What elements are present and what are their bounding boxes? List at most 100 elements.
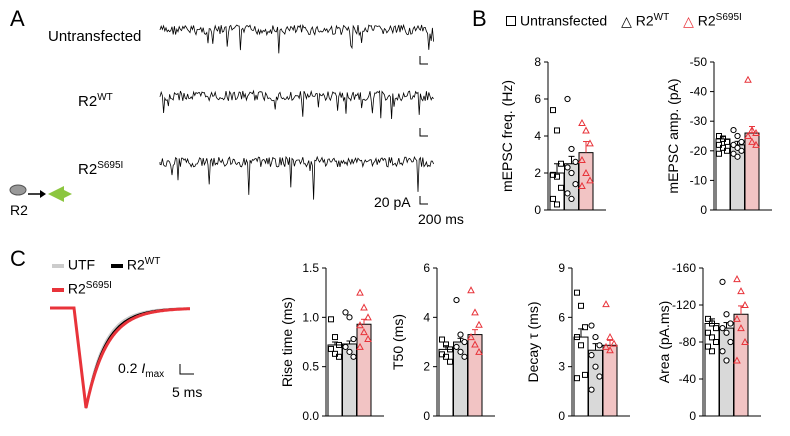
chart-3-point xyxy=(439,336,445,343)
chart-0-ytick-label: 8 xyxy=(534,55,541,69)
chart-1: 0 -10 -20 -30 -40 -50 mEPSC amp. (pA) xyxy=(665,55,772,217)
chart-1-point xyxy=(748,137,756,145)
chart-3-point xyxy=(443,341,449,348)
legend-r2wt-base: R2 xyxy=(635,12,654,29)
chart-5-ytick-label: 0 xyxy=(689,409,696,423)
chart-5-ylabel: Area (pA.ms) xyxy=(656,301,672,383)
chart-3-point xyxy=(443,353,449,360)
trace-scale-amp-value: 0.2 xyxy=(118,360,142,376)
chart-5-ytick-label: -120 xyxy=(672,298,696,312)
chart-1-point xyxy=(734,144,741,151)
chart-2-bar-0 xyxy=(327,344,343,417)
chart-1-point xyxy=(752,128,760,137)
chart-5-point xyxy=(741,300,749,308)
chart-1-point xyxy=(744,75,752,83)
chart-1-ylabel: mEPSC amp. (pA) xyxy=(665,78,681,193)
chart-5-point xyxy=(709,334,715,341)
chart-0-point xyxy=(568,169,575,177)
chart-1-ytick-label: -10 xyxy=(690,173,708,187)
chart-5-bar-0 xyxy=(704,323,720,417)
chart-2-point xyxy=(356,342,364,350)
chart-5-point xyxy=(723,311,730,318)
trace-row-0 xyxy=(159,23,434,54)
chart-4: 0 3 6 9 Decay τ (ms) xyxy=(525,261,630,423)
panel-c-label: C xyxy=(10,246,26,271)
chart-5-point xyxy=(737,324,745,332)
panel-c-scale-bar xyxy=(179,364,194,375)
chart-5-bar-2 xyxy=(733,313,749,417)
chart-0-point xyxy=(564,190,571,197)
chart-5-point xyxy=(737,287,745,295)
chart-5-point xyxy=(719,325,726,332)
chart-2-point xyxy=(360,303,368,311)
chart-3-point xyxy=(453,296,460,304)
chart-4-ylabel: Decay τ (ms) xyxy=(525,302,541,383)
chart-5: 0 -40 -80 -120 -160 Area (pA.ms) xyxy=(656,261,761,423)
chart-4-point xyxy=(574,334,580,341)
chart-3-point xyxy=(475,320,483,328)
chart-0-ytick-label: 2 xyxy=(534,166,541,180)
chart-5-point xyxy=(733,275,741,283)
trace-row-2 xyxy=(159,155,434,200)
chart-4-bar-2 xyxy=(602,344,618,417)
chart-2-ytick-label: 1.5 xyxy=(302,261,319,275)
panel-b-label: B xyxy=(472,6,487,31)
legend-square-icon xyxy=(506,15,516,26)
legend-triangle-red-icon: △ xyxy=(683,12,694,29)
chart-1-point xyxy=(752,140,760,148)
chart-3-point xyxy=(461,338,468,346)
legend-triangle-black-icon: △ xyxy=(621,12,632,29)
chart-3: 0 2 4 6 T50 (ms) xyxy=(390,261,495,423)
chart-5-point xyxy=(727,320,734,327)
chart-2-point xyxy=(350,353,357,360)
trace-scale-amp: 0.2 Imax xyxy=(118,360,164,380)
chart-2-point xyxy=(346,314,353,321)
schematic-neuron-icon xyxy=(9,184,72,202)
chart-1-ytick-label: -30 xyxy=(690,114,708,128)
chart-2-point xyxy=(364,313,372,321)
chart-1-point xyxy=(730,141,737,148)
chart-4-point xyxy=(602,342,610,350)
chart-2-point xyxy=(328,316,334,323)
legend-r2s695i-base: R2 xyxy=(697,12,716,29)
panel-a-label: A xyxy=(10,6,25,31)
chart-1-point xyxy=(734,153,741,160)
schematic-label: R2 xyxy=(10,202,28,218)
chart-0-point xyxy=(578,181,586,189)
chart-5-point xyxy=(713,339,719,345)
chart-2-point xyxy=(356,321,364,329)
legend-wt-swatch xyxy=(111,263,123,268)
chart-4-point xyxy=(592,333,599,341)
chart-2-point xyxy=(336,353,342,360)
chart-4-point xyxy=(596,373,603,380)
legend-mut-label: R2 xyxy=(67,280,86,297)
chart-4-point xyxy=(602,300,610,308)
chart-0-point xyxy=(582,168,590,176)
chart-2-point xyxy=(350,335,357,343)
scale-time-label: 200 ms xyxy=(418,211,464,227)
chart-1-point xyxy=(738,147,745,154)
chart-2-point xyxy=(346,348,353,355)
trace-row-1 xyxy=(159,89,434,120)
chart-3-ytick-label: 0 xyxy=(423,409,430,423)
chart-5-point xyxy=(727,338,734,346)
chart-0-point xyxy=(554,173,560,180)
chart-4-ytick-label: 6 xyxy=(558,310,565,324)
chart-2-point xyxy=(364,334,372,343)
chart-0-point xyxy=(568,195,575,202)
trace-label-r2wt-base: R2 xyxy=(78,93,98,110)
chart-1-ytick-label: -50 xyxy=(690,55,708,69)
chart-1-point xyxy=(716,150,722,157)
chart-0-point xyxy=(558,160,564,167)
chart-0-point xyxy=(554,201,560,208)
trace-label-r2s695i-base: R2 xyxy=(78,161,98,178)
average-traces xyxy=(50,306,190,409)
chart-1-ytick-label: 0 xyxy=(700,203,707,217)
chart-0-ytick-label: 6 xyxy=(534,92,541,106)
chart-5-ytick-label: -80 xyxy=(679,335,697,349)
chart-5-point xyxy=(719,348,726,355)
chart-5-point xyxy=(713,325,719,332)
chart-3-point xyxy=(471,308,479,316)
chart-0-point xyxy=(568,145,575,153)
chart-0-point xyxy=(564,95,571,103)
